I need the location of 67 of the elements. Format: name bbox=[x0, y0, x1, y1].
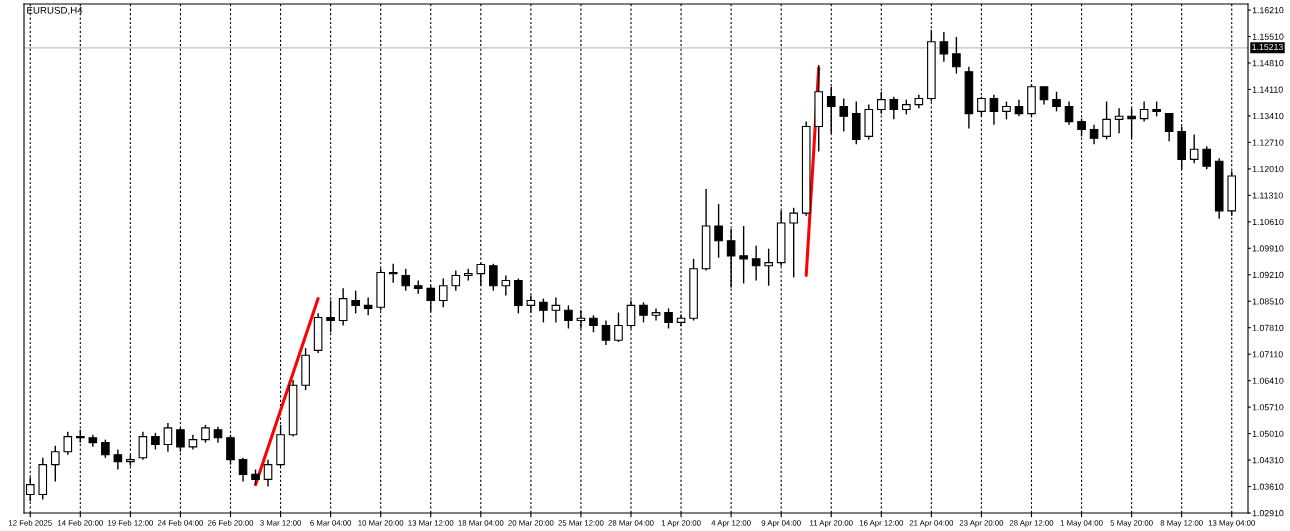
candlestick bbox=[388, 263, 398, 284]
candlestick bbox=[1064, 100, 1074, 126]
candlestick bbox=[1052, 91, 1061, 113]
candlestick bbox=[338, 287, 348, 327]
candlestick bbox=[238, 457, 248, 483]
y-tick-label: 1.15510 bbox=[1252, 33, 1284, 40]
candlestick bbox=[401, 268, 411, 292]
candlestick bbox=[651, 307, 661, 322]
candlestick bbox=[50, 444, 60, 483]
candlestick bbox=[789, 207, 799, 279]
candlestick bbox=[501, 274, 511, 297]
candlestick bbox=[739, 225, 748, 285]
candlestick bbox=[1114, 107, 1124, 135]
candlestick bbox=[601, 319, 611, 346]
candlestick bbox=[113, 448, 123, 471]
candlestick bbox=[163, 422, 173, 453]
candlestick bbox=[989, 94, 999, 126]
chart-title: EURUSD,H4 bbox=[27, 6, 83, 15]
y-tick-label: 1.07110 bbox=[1252, 351, 1283, 358]
candlestick bbox=[764, 247, 773, 287]
y-tick-label: 1.12710 bbox=[1252, 139, 1284, 146]
candlestick bbox=[63, 431, 73, 456]
y-tick-label: 1.13410 bbox=[1252, 113, 1284, 120]
y-tick-label: 1.05710 bbox=[1252, 404, 1284, 411]
y-tick-label: 1.06410 bbox=[1252, 377, 1284, 384]
candlestick bbox=[1164, 112, 1174, 142]
candlestick bbox=[751, 244, 761, 282]
y-tick-label: 1.09210 bbox=[1252, 271, 1284, 279]
candlestick bbox=[138, 431, 148, 461]
y-tick-label: 1.09910 bbox=[1252, 245, 1284, 252]
candlestick bbox=[263, 458, 273, 488]
y-tick-label: 1.02910 bbox=[1252, 510, 1284, 517]
y-tick-label: 1.08510 bbox=[1252, 298, 1284, 305]
candlestick bbox=[1139, 100, 1149, 123]
candlestick bbox=[351, 289, 360, 315]
candlestick bbox=[839, 97, 849, 133]
y-tick-label: 1.14810 bbox=[1252, 60, 1284, 67]
candlestick bbox=[1089, 123, 1099, 145]
candlestick bbox=[564, 304, 573, 330]
candlestick bbox=[226, 434, 235, 466]
candlestick bbox=[489, 263, 498, 292]
y-tick-label: 1.03610 bbox=[1252, 483, 1284, 490]
candlestick bbox=[1202, 145, 1212, 170]
y-tick-label: 1.07810 bbox=[1252, 324, 1284, 331]
y-tick-label: 1.11310 bbox=[1252, 192, 1283, 199]
candlestick bbox=[939, 31, 949, 63]
y-tick-label: 1.16210 bbox=[1252, 7, 1284, 14]
candlestick bbox=[1189, 133, 1199, 164]
candlestick bbox=[438, 277, 448, 308]
candlestick bbox=[363, 296, 373, 316]
candlestick bbox=[614, 311, 623, 343]
candlestick bbox=[664, 307, 673, 330]
candlestick bbox=[639, 301, 648, 324]
candlestick bbox=[451, 269, 461, 292]
candlestick bbox=[952, 36, 961, 75]
y-tick-label: 1.14110 bbox=[1252, 86, 1283, 93]
candlestick bbox=[714, 203, 723, 259]
ref-line-label: 1.15213 bbox=[1252, 43, 1283, 51]
y-tick-label: 1.10610 bbox=[1252, 218, 1284, 226]
y-tick-label: 1.04310 bbox=[1252, 457, 1284, 464]
candlestick bbox=[889, 95, 899, 121]
candlestick bbox=[539, 297, 548, 324]
candlestick bbox=[1102, 100, 1111, 141]
y-tick-label: 1.12010 bbox=[1252, 165, 1284, 173]
y-tick-label: 1.05010 bbox=[1252, 430, 1284, 437]
candlestick bbox=[101, 438, 110, 459]
candlestick bbox=[551, 296, 561, 324]
